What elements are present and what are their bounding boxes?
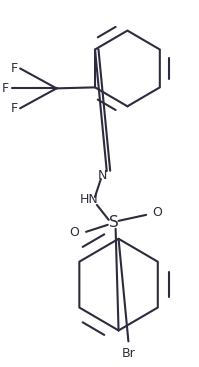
Text: Br: Br [122, 348, 135, 360]
Text: F: F [2, 82, 9, 95]
Text: HN: HN [80, 193, 98, 207]
Text: F: F [11, 62, 18, 75]
Text: S: S [109, 215, 119, 230]
Text: O: O [152, 206, 162, 219]
Text: N: N [98, 168, 107, 182]
Text: O: O [69, 226, 79, 239]
Text: F: F [11, 102, 18, 115]
